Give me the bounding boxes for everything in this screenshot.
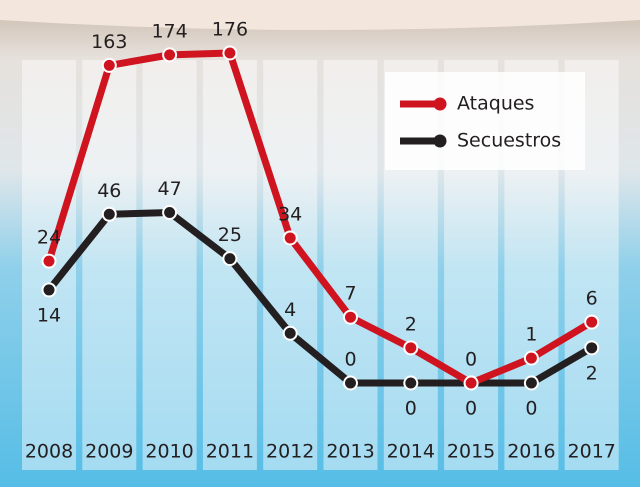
point [344, 377, 357, 390]
x-tick-label: 2009 [85, 441, 133, 463]
data-label: 0 [525, 398, 537, 420]
point [404, 377, 417, 390]
point [344, 311, 357, 324]
chart: 2008200920102011201220132014201520162017… [0, 0, 640, 487]
data-label: 4 [284, 299, 296, 321]
data-label: 0 [405, 398, 417, 420]
legend-box [385, 72, 585, 170]
point [525, 377, 538, 390]
data-label: 24 [37, 227, 61, 249]
point [223, 47, 236, 60]
point [404, 341, 417, 354]
point [284, 231, 297, 244]
point [163, 48, 176, 61]
legend-label: Secuestros [457, 130, 561, 152]
x-tick-label: 2014 [387, 441, 435, 463]
point [465, 377, 478, 390]
data-label: 2 [405, 313, 417, 335]
data-label: 2 [586, 362, 598, 384]
x-tick-label: 2012 [266, 441, 314, 463]
point [163, 206, 176, 219]
data-label: 47 [158, 178, 182, 200]
legend-marker [434, 135, 447, 148]
point [103, 208, 116, 221]
point [585, 316, 598, 329]
data-label: 14 [37, 304, 61, 326]
point [43, 283, 56, 296]
data-label: 0 [465, 398, 477, 420]
x-tick-label: 2016 [507, 441, 555, 463]
x-tick-label: 2017 [568, 441, 616, 463]
data-label: 7 [344, 283, 356, 305]
x-tick-label: 2011 [206, 441, 254, 463]
column [143, 60, 197, 470]
point [103, 59, 116, 72]
data-label: 163 [91, 31, 127, 53]
legend-label: Ataques [457, 93, 534, 115]
data-label: 6 [586, 288, 598, 310]
data-label: 34 [278, 203, 302, 225]
data-label: 1 [525, 324, 537, 346]
point [585, 341, 598, 354]
data-label: 0 [344, 349, 356, 371]
point [284, 327, 297, 340]
data-label: 46 [97, 180, 121, 202]
data-label: 176 [212, 19, 248, 41]
column [324, 60, 378, 470]
x-tick-label: 2010 [145, 441, 193, 463]
data-label: 0 [465, 349, 477, 371]
point [223, 252, 236, 265]
x-tick-label: 2013 [326, 441, 374, 463]
data-label: 25 [218, 224, 242, 246]
point [43, 255, 56, 268]
data-label: 174 [151, 20, 187, 42]
point [525, 352, 538, 365]
x-tick-label: 2015 [447, 441, 495, 463]
legend-marker [434, 98, 447, 111]
x-tick-label: 2008 [25, 441, 73, 463]
